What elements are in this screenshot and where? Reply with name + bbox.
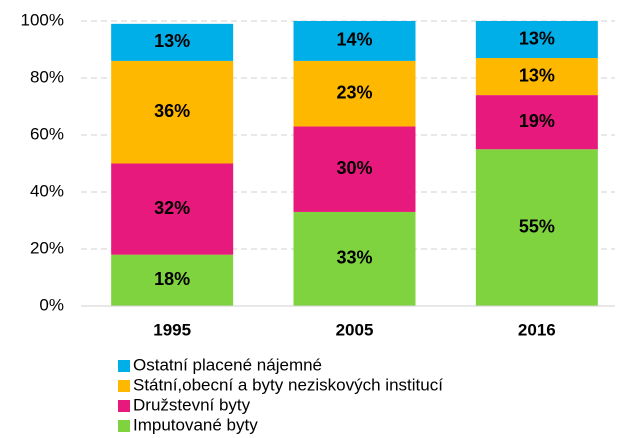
- bar-segment: [293, 211, 416, 306]
- bar-segment: [111, 60, 234, 164]
- bar-segment: [475, 58, 598, 96]
- data-label: 36%: [154, 101, 190, 121]
- data-label: 23%: [336, 82, 372, 102]
- data-label: 18%: [154, 269, 190, 289]
- y-tick-label: 0%: [39, 295, 64, 314]
- x-tick-label: 2016: [518, 320, 556, 339]
- legend-swatch: [118, 420, 130, 432]
- data-label: 13%: [519, 28, 555, 48]
- data-label: 19%: [519, 111, 555, 131]
- bar-segment: [475, 21, 598, 59]
- x-tick-label: 1995: [153, 320, 191, 339]
- data-label: 14%: [336, 30, 372, 50]
- bar-segment: [293, 60, 416, 127]
- bar-segment: [475, 95, 598, 150]
- legend-label: Imputované byty: [133, 415, 258, 434]
- y-tick-label: 40%: [30, 181, 64, 200]
- bar-segment: [293, 126, 416, 212]
- y-tick-label: 80%: [30, 67, 64, 86]
- legend-label: Státní,obecní a byty neziskových institu…: [133, 375, 443, 394]
- y-tick-label: 20%: [30, 238, 64, 257]
- bar-segment: [111, 254, 234, 306]
- data-label: 13%: [519, 65, 555, 85]
- bar-segment: [293, 21, 416, 61]
- y-tick-label: 100%: [21, 10, 64, 29]
- y-tick-label: 60%: [30, 124, 64, 143]
- data-label: 32%: [154, 198, 190, 218]
- legend-swatch: [118, 400, 130, 412]
- data-label: 33%: [336, 248, 372, 268]
- bar-segment: [111, 23, 234, 61]
- legend-label: Družstevní byty: [133, 395, 251, 414]
- bar-segment: [475, 149, 598, 306]
- data-label: 30%: [336, 158, 372, 178]
- legend-swatch: [118, 380, 130, 392]
- data-label: 13%: [154, 31, 190, 51]
- bar-segment: [111, 163, 234, 255]
- legend-swatch: [118, 360, 130, 372]
- data-label: 55%: [519, 216, 555, 236]
- legend-label: Ostatní placené nájemné: [133, 355, 322, 374]
- x-tick-label: 2005: [336, 320, 374, 339]
